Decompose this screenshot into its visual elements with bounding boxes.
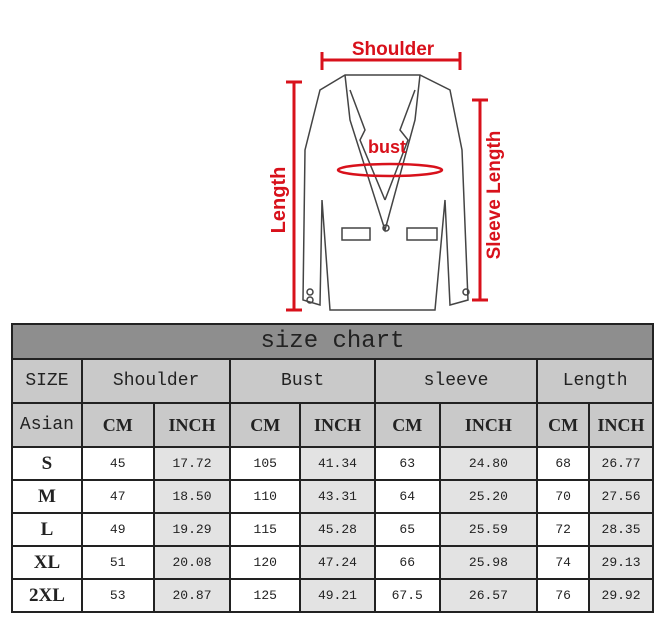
- value-cell: 26.57: [438, 578, 539, 613]
- size-chart-table: size chart SIZE Shoulder Bust sleeve Len…: [11, 323, 654, 613]
- bust-label: bust: [368, 137, 406, 157]
- value-cell: 110: [229, 479, 302, 514]
- table-row: L 49 19.29 115 45.28 65 25.59 72 28.35: [11, 512, 654, 547]
- value-cell: 67.5: [373, 578, 441, 613]
- value-cell: 41.34: [299, 446, 376, 481]
- table-title: size chart: [11, 323, 654, 360]
- sleeve-length-label: Sleeve Length: [484, 131, 505, 260]
- region-header: Asian: [11, 402, 83, 448]
- value-cell: 49: [80, 512, 155, 547]
- value-cell: 53: [80, 578, 155, 613]
- value-cell: 28.35: [588, 512, 654, 547]
- value-cell: 45: [80, 446, 155, 481]
- table-row: 2XL 53 20.87 125 49.21 67.5 26.57 76 29.92: [11, 578, 654, 613]
- size-cell: 2XL: [11, 578, 83, 613]
- unit-header: INCH: [152, 402, 232, 448]
- value-cell: 72: [536, 512, 591, 547]
- value-cell: 29.92: [588, 578, 654, 613]
- length-label: Length: [268, 167, 290, 234]
- value-cell: 45.28: [299, 512, 376, 547]
- value-cell: 25.59: [438, 512, 539, 547]
- value-cell: 64: [373, 479, 441, 514]
- unit-header: CM: [536, 402, 591, 448]
- value-cell: 74: [536, 545, 591, 580]
- value-cell: 17.72: [152, 446, 232, 481]
- value-cell: 125: [229, 578, 302, 613]
- unit-header: CM: [229, 402, 302, 448]
- value-cell: 47.24: [299, 545, 376, 580]
- value-cell: 25.98: [438, 545, 539, 580]
- size-header: SIZE: [11, 358, 83, 404]
- value-cell: 115: [229, 512, 302, 547]
- bust-header: Bust: [229, 358, 376, 404]
- value-cell: 70: [536, 479, 591, 514]
- unit-header: INCH: [299, 402, 376, 448]
- size-cell: S: [11, 446, 83, 481]
- value-cell: 63: [373, 446, 441, 481]
- value-cell: 26.77: [588, 446, 654, 481]
- size-cell: M: [11, 479, 83, 514]
- value-cell: 27.56: [588, 479, 654, 514]
- shoulder-header: Shoulder: [80, 358, 232, 404]
- value-cell: 29.13: [588, 545, 654, 580]
- value-cell: 47: [80, 479, 155, 514]
- size-cell: XL: [11, 545, 83, 580]
- table-row: S 45 17.72 105 41.34 63 24.80 68 26.77: [11, 446, 654, 481]
- table-row: M 47 18.50 110 43.31 64 25.20 70 27.56: [11, 479, 654, 514]
- value-cell: 25.20: [438, 479, 539, 514]
- sleeve-header: sleeve: [373, 358, 539, 404]
- length-header: Length: [536, 358, 654, 404]
- value-cell: 24.80: [438, 446, 539, 481]
- value-cell: 65: [373, 512, 441, 547]
- value-cell: 76: [536, 578, 591, 613]
- value-cell: 105: [229, 446, 302, 481]
- unit-header: INCH: [588, 402, 654, 448]
- value-cell: 18.50: [152, 479, 232, 514]
- value-cell: 51: [80, 545, 155, 580]
- value-cell: 120: [229, 545, 302, 580]
- jacket-outline-icon: [302, 74, 470, 311]
- unit-header: CM: [373, 402, 441, 448]
- value-cell: 49.21: [299, 578, 376, 613]
- value-cell: 20.87: [152, 578, 232, 613]
- value-cell: 43.31: [299, 479, 376, 514]
- unit-header: CM: [80, 402, 155, 448]
- table-row: XL 51 20.08 120 47.24 66 25.98 74 29.13: [11, 545, 654, 580]
- value-cell: 66: [373, 545, 441, 580]
- unit-header: INCH: [438, 402, 539, 448]
- value-cell: 19.29: [152, 512, 232, 547]
- shoulder-label: Shoulder: [352, 39, 435, 60]
- value-cell: 20.08: [152, 545, 232, 580]
- value-cell: 68: [536, 446, 591, 481]
- jacket-measurement-diagram: Shoulder bust Length Sleeve Length: [268, 39, 505, 312]
- size-cell: L: [11, 512, 83, 547]
